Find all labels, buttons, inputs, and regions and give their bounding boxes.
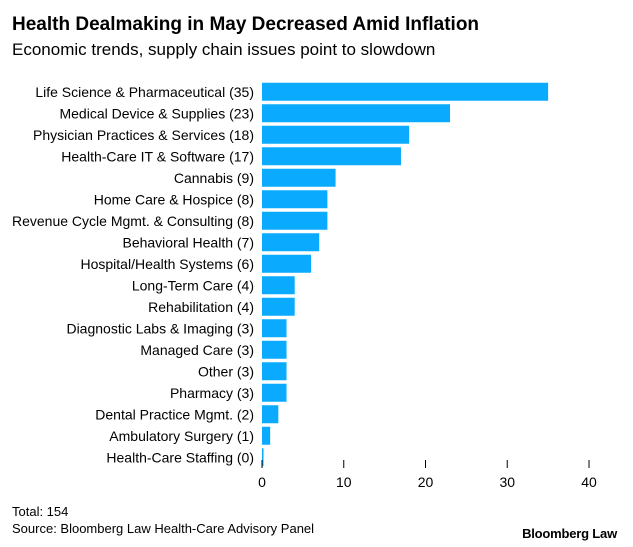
category-label: Cannabis (9) xyxy=(174,170,254,186)
bar xyxy=(262,362,287,381)
source-note: Source: Bloomberg Law Health-Care Adviso… xyxy=(12,521,315,536)
x-tick-label: 20 xyxy=(418,474,434,490)
bar xyxy=(262,254,312,273)
chart-title: Health Dealmaking in May Decreased Amid … xyxy=(12,14,480,35)
category-label: Long-Term Care (4) xyxy=(132,277,254,293)
bar-chart: Life Science & Pharmaceutical (35) Medica… xyxy=(12,82,597,490)
category-label: Physician Practices & Services (18) xyxy=(33,127,254,143)
category-label: Ambulatory Surgery (1) xyxy=(109,428,254,444)
bar xyxy=(262,190,328,209)
category-label: Health-Care IT & Software (17) xyxy=(61,148,254,164)
category-label-group: Life Science & Pharmaceutical (35) Medica… xyxy=(12,84,254,466)
category-label: Dental Practice Mgmt. (2) xyxy=(95,406,254,422)
bar xyxy=(262,104,451,123)
total-note: Total: 154 xyxy=(12,504,69,519)
brand-logo: Bloomberg Law xyxy=(522,526,617,541)
bar xyxy=(262,147,401,166)
bar xyxy=(262,211,328,230)
x-tick-label: 30 xyxy=(499,474,515,490)
chart-subtitle: Economic trends, supply chain issues poi… xyxy=(12,40,436,59)
category-label: Rehabilitation (4) xyxy=(148,299,254,315)
category-label: Medical Device & Supplies (23) xyxy=(59,105,254,121)
category-label: Pharmacy (3) xyxy=(170,385,254,401)
category-label: Life Science & Pharmaceutical (35) xyxy=(35,84,254,100)
x-tick-label: 0 xyxy=(258,474,266,490)
bar xyxy=(262,405,279,424)
x-tick-label: 40 xyxy=(581,474,597,490)
bar xyxy=(262,426,271,445)
category-label: Behavioral Health (7) xyxy=(122,234,254,250)
bar xyxy=(262,319,287,338)
bar xyxy=(262,82,549,101)
category-label: Revenue Cycle Mgmt. & Consulting (8) xyxy=(12,213,254,229)
bar-group xyxy=(262,82,549,467)
bar xyxy=(262,168,336,187)
category-label: Health-Care Staffing (0) xyxy=(106,449,254,465)
category-label: Hospital/Health Systems (6) xyxy=(80,256,254,272)
x-tick-label: 10 xyxy=(336,474,352,490)
category-label: Diagnostic Labs & Imaging (3) xyxy=(66,320,254,336)
bar xyxy=(262,233,320,252)
bar xyxy=(262,125,410,144)
bar xyxy=(262,448,264,467)
x-axis-ticks: 0 10 20 30 40 xyxy=(258,460,597,490)
category-label: Home Care & Hospice (8) xyxy=(94,191,254,207)
bar xyxy=(262,276,295,295)
bar xyxy=(262,297,295,316)
category-label: Other (3) xyxy=(198,363,254,379)
bar xyxy=(262,340,287,359)
category-label: Managed Care (3) xyxy=(140,342,254,358)
bar xyxy=(262,383,287,402)
